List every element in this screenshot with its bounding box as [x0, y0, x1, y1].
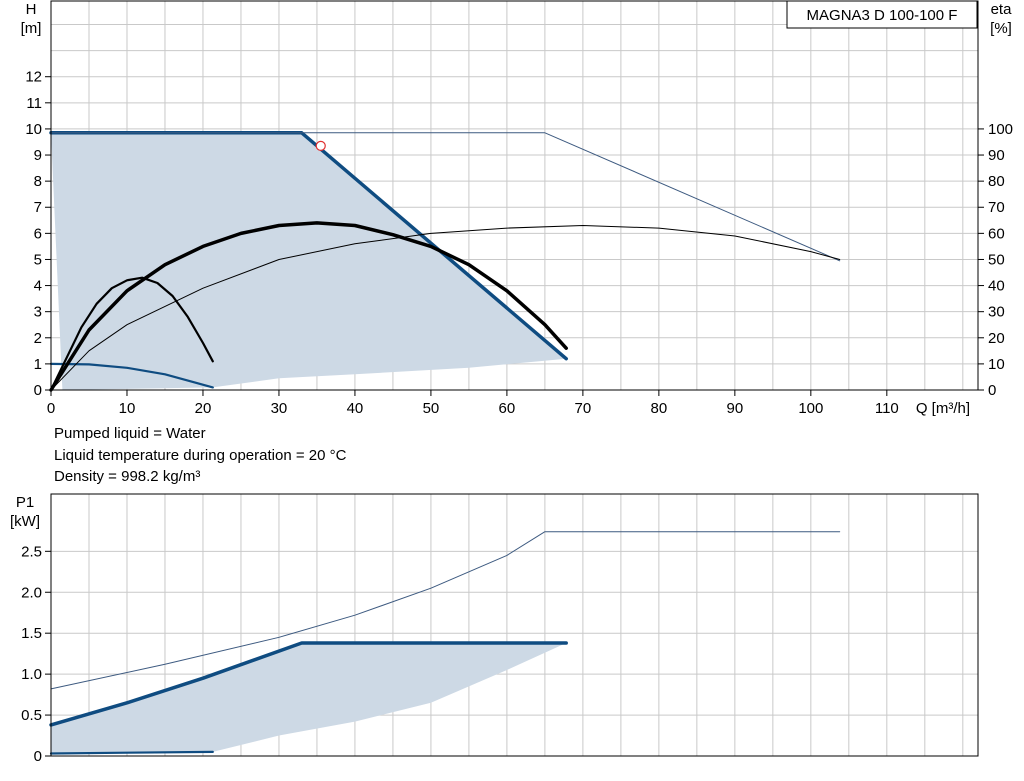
head-plot-frame	[50, 0, 979, 391]
head-y-axis-title: H [m]	[21, 1, 42, 37]
head-y-tick-label: 8	[34, 173, 42, 190]
power-y-tick-label: 0.5	[21, 707, 42, 724]
power-y-tick-label: 1.0	[21, 666, 42, 683]
head-x-tick-label: 100	[798, 400, 823, 417]
head-series-eta-twin	[50, 225, 841, 391]
head-y-tick-label: 0	[34, 382, 42, 399]
head-x-tick-label: 80	[651, 400, 668, 417]
head-y2-tick-label: 70	[988, 199, 1005, 216]
power-panel: 0 0.5 1.0 1.5 2.0 2.5 P1 [kW]	[10, 493, 979, 765]
power-y-tick-label: 0	[34, 748, 42, 765]
head-y2-tick-label: 40	[988, 278, 1005, 295]
head-y2-tick-label: 90	[988, 147, 1005, 164]
head-x-tick-label: 20	[195, 400, 212, 417]
head-x-tick-label: 40	[347, 400, 364, 417]
head-x-tick-label: 50	[423, 400, 440, 417]
power-y-tick-label: 2.5	[21, 543, 42, 560]
head-series-h-max-twin	[50, 132, 841, 262]
head-y-tick-label: 4	[34, 278, 42, 295]
head-y-tick-label: 3	[34, 304, 42, 321]
note-density: Density = 998.2 kg/m³	[54, 468, 201, 485]
head-y2-tick-label: 60	[988, 225, 1005, 242]
head-y2-tick-label: 30	[988, 304, 1005, 321]
head-y-tick-label: 12	[25, 69, 42, 86]
head-y-tick-label: 10	[25, 121, 42, 138]
head-x-axis-title: Q [m³/h]	[916, 400, 970, 417]
model-label: MAGNA3 D 100-100 F	[807, 7, 958, 24]
power-operating-area	[51, 643, 567, 754]
head-y2-tick-label: 20	[988, 330, 1005, 347]
head-series-eta-max	[49, 221, 568, 392]
head-duty-point	[315, 140, 326, 151]
power-y-tick-label: 2.0	[21, 584, 42, 601]
model-label-box: MAGNA3 D 100-100 F	[786, 0, 978, 29]
head-y-tick-label: 5	[34, 251, 42, 268]
head-x-tick-label: 30	[271, 400, 288, 417]
head-y2-tick-label: 80	[988, 173, 1005, 190]
head-y-tick-label: 11	[26, 95, 42, 112]
note-pumped-liquid: Pumped liquid = Water	[54, 425, 206, 442]
head-x-tick-label: 110	[875, 400, 899, 417]
power-series-p1-max	[49, 641, 568, 727]
head-x-tick-label: 70	[575, 400, 592, 417]
head-y-tick-label: 7	[34, 199, 42, 216]
power-y-axis-title: P1 [kW]	[10, 494, 40, 530]
head-y-tick-label: 9	[34, 147, 42, 164]
head-y2-axis-title: eta [%]	[990, 1, 1012, 37]
power-series-p1-twin	[50, 531, 841, 690]
head-y2-tick-label: 0	[988, 382, 996, 399]
power-plot-frame	[50, 493, 979, 757]
note-liquid-temperature: Liquid temperature during operation = 20…	[54, 447, 347, 464]
power-y-tick-label: 1.5	[21, 625, 42, 642]
head-y-tick-label: 6	[34, 225, 42, 242]
head-x-tick-label: 0	[47, 400, 55, 417]
head-x-tick-label: 90	[727, 400, 744, 417]
head-y2-tick-label: 10	[988, 356, 1005, 373]
head-operating-area	[51, 132, 567, 391]
head-y-tick-label: 2	[34, 330, 42, 347]
head-y2-tick-label: 50	[988, 251, 1005, 268]
head-x-tick-label: 10	[119, 400, 136, 417]
head-y-tick-label: 1	[34, 356, 42, 373]
power-series-p1-min	[49, 750, 214, 755]
head-x-tick-label: 60	[499, 400, 516, 417]
head-y2-tick-label: 100	[988, 121, 1013, 138]
head-series-eta-min	[49, 276, 214, 392]
